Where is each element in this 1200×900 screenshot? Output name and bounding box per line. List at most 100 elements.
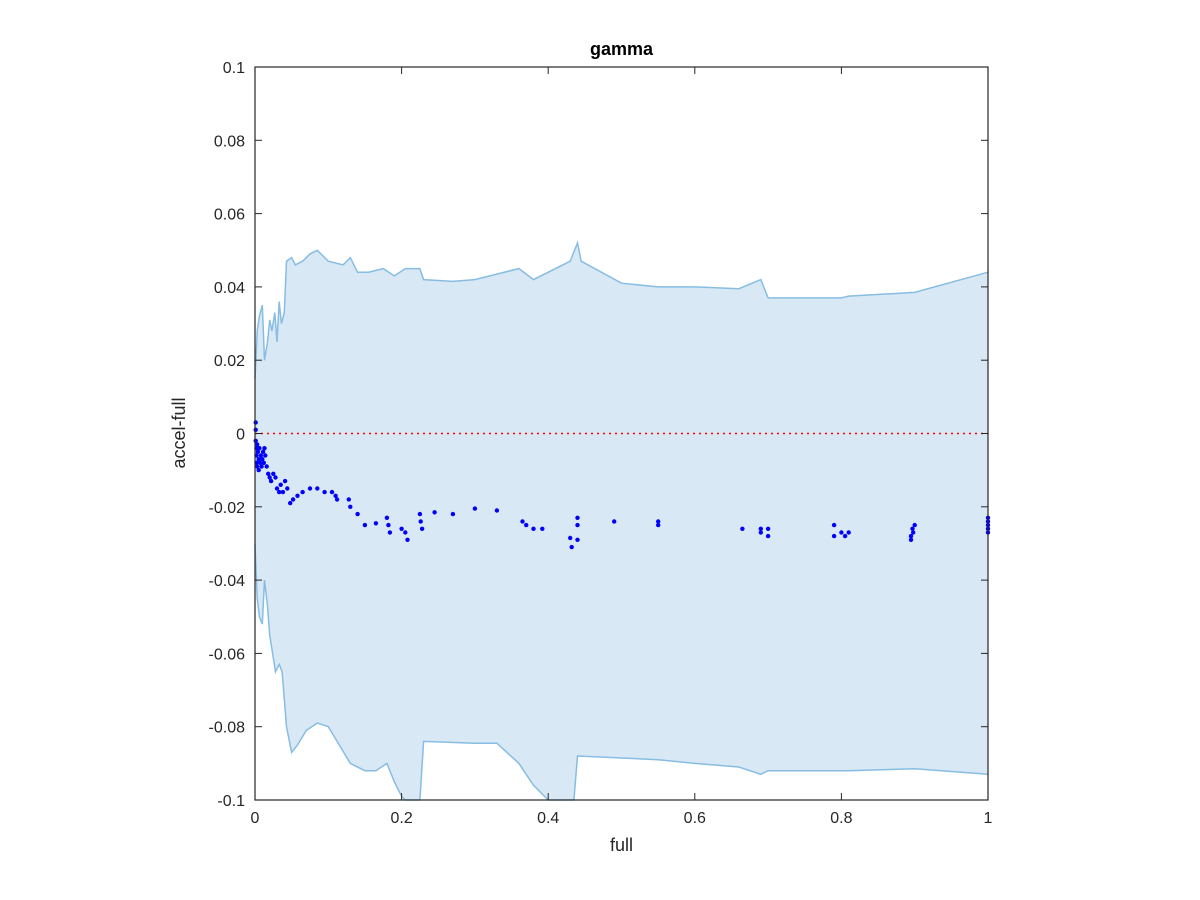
data-point	[274, 486, 280, 491]
data-point	[386, 522, 391, 528]
chart-title: gamma	[590, 39, 654, 59]
data-point	[910, 526, 915, 531]
data-point	[831, 533, 837, 539]
y-tick-label: 0.02	[214, 353, 245, 370]
data-point	[765, 533, 771, 539]
band-upper-edge	[254, 240, 989, 379]
y-tick-label: 0.04	[214, 280, 245, 297]
data-point	[908, 533, 914, 539]
data-point	[267, 475, 272, 480]
data-point	[656, 519, 661, 524]
data-point	[524, 522, 529, 528]
data-point	[656, 522, 661, 528]
data-point	[531, 526, 536, 531]
data-point	[322, 489, 327, 495]
y-tick-label: -0.1	[217, 793, 245, 810]
data-point	[253, 420, 258, 425]
data-point	[831, 522, 837, 528]
data-point	[612, 519, 617, 524]
y-tick-label: -0.04	[209, 573, 246, 590]
data-point	[575, 522, 580, 528]
data-point	[520, 519, 525, 524]
data-point	[253, 427, 258, 432]
data-point	[765, 526, 771, 531]
ticks: 0 0.2 0.4 0.6 0.8 1 -0.1 -0.08 -0.06 -0.04 -0.02 0 0…	[209, 60, 993, 827]
data-point	[846, 530, 851, 535]
data-point	[839, 530, 844, 535]
data-point	[255, 449, 261, 454]
y-tick-label: 0.1	[223, 60, 245, 77]
data-point	[384, 515, 390, 520]
y-tick-label: -0.06	[209, 646, 246, 663]
data-point	[333, 493, 338, 498]
x-tick-label: 0.6	[684, 810, 706, 827]
data-point	[257, 460, 263, 465]
data-point	[258, 453, 264, 458]
data-point	[348, 504, 353, 509]
data-point	[842, 533, 848, 539]
data-point	[758, 526, 763, 531]
data-point	[334, 497, 340, 502]
data-point	[575, 537, 580, 542]
data-point	[540, 526, 545, 531]
data-point	[273, 475, 278, 480]
data-point	[911, 530, 916, 535]
data-point	[405, 537, 410, 542]
data-point	[450, 511, 456, 517]
data-point	[355, 511, 360, 517]
data-point	[472, 506, 478, 511]
data-point	[263, 453, 268, 458]
data-point	[362, 522, 368, 528]
data-point	[758, 530, 763, 535]
data-point	[295, 493, 300, 498]
data-point	[260, 449, 266, 454]
x-tick-label: 0.4	[537, 810, 559, 827]
data-point	[282, 478, 288, 484]
data-point	[403, 530, 408, 535]
y-tick-label: 0.08	[214, 133, 245, 150]
data-point	[285, 486, 290, 491]
y-tick-label: -0.08	[209, 720, 246, 737]
data-point	[908, 537, 914, 542]
data-point	[257, 446, 262, 451]
x-tick-label: 0.8	[830, 810, 852, 827]
x-tick-label: 0	[251, 810, 260, 827]
y-axis-label: accel-full	[169, 397, 189, 468]
data-point	[569, 544, 574, 550]
data-point	[740, 526, 745, 531]
data-point	[290, 497, 296, 502]
data-point	[260, 457, 265, 462]
data-point	[266, 471, 271, 476]
band-fill	[255, 242, 988, 800]
data-point	[307, 486, 313, 491]
data-point	[315, 486, 320, 491]
x-axis-label: full	[610, 835, 633, 855]
data-point	[277, 489, 282, 495]
data-point	[494, 508, 500, 513]
y-tick-label: 0.06	[214, 207, 245, 224]
data-point	[262, 446, 267, 451]
data-point	[373, 521, 379, 526]
data-point	[271, 471, 276, 476]
data-point	[255, 442, 260, 447]
data-point	[329, 489, 335, 495]
data-point	[256, 467, 261, 473]
data-point	[268, 478, 274, 484]
data-point	[575, 515, 580, 520]
data-point	[387, 530, 393, 535]
data-point	[278, 482, 283, 487]
data-point	[417, 511, 423, 517]
data-point	[259, 464, 264, 469]
data-point	[418, 519, 423, 524]
data-point	[399, 526, 404, 531]
data-point	[280, 489, 286, 495]
y-tick-label: -0.02	[209, 500, 246, 517]
data-point	[419, 526, 425, 531]
band-lower-edge	[254, 543, 989, 801]
data-point	[261, 460, 266, 465]
x-tick-label: 0.2	[390, 810, 412, 827]
data-point	[255, 464, 260, 469]
data-point	[256, 457, 261, 462]
scatter-points	[253, 420, 991, 550]
data-point	[300, 489, 305, 495]
